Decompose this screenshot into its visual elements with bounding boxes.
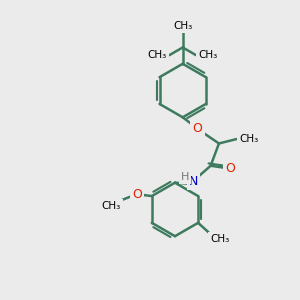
Text: O: O	[193, 122, 202, 135]
Text: CH₃: CH₃	[199, 50, 218, 60]
Text: CH₃: CH₃	[173, 20, 192, 31]
Text: CH₃: CH₃	[210, 234, 229, 244]
Text: N: N	[189, 175, 198, 188]
Text: O: O	[225, 162, 235, 175]
Text: CH₃: CH₃	[101, 201, 121, 212]
Text: CH₃: CH₃	[239, 134, 258, 144]
Text: O: O	[132, 188, 142, 201]
Text: H: H	[181, 172, 189, 182]
Text: CH₃: CH₃	[148, 50, 167, 60]
